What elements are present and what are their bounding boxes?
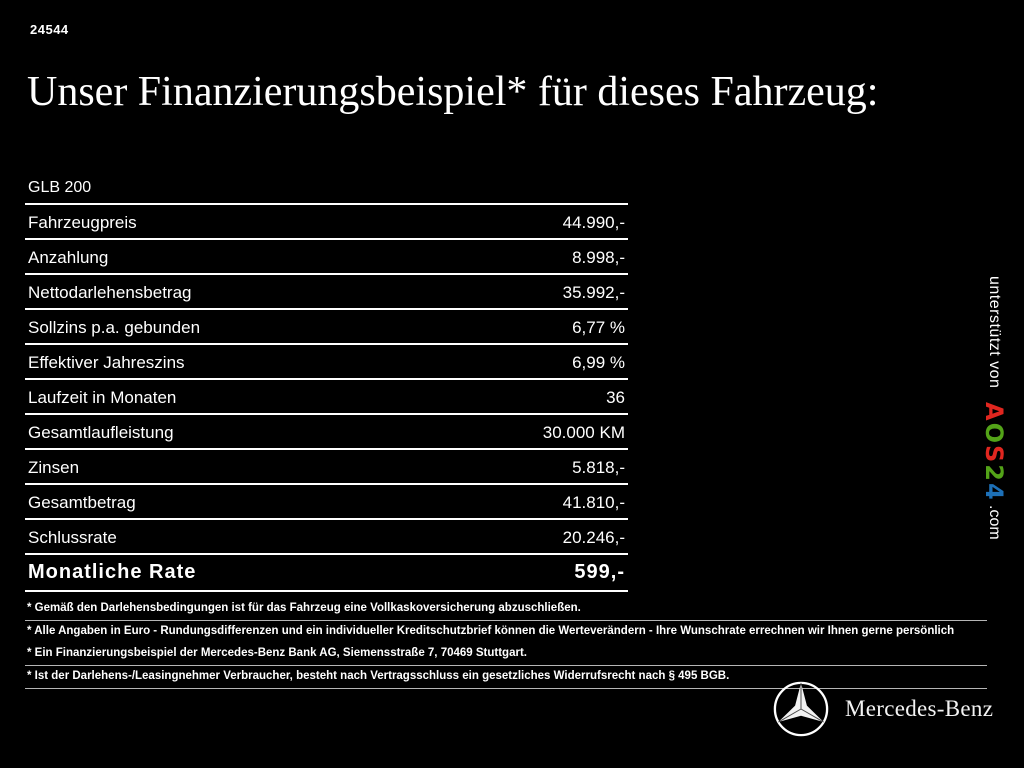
table-row: Anzahlung 8.998,- bbox=[25, 240, 628, 275]
row-value: 30.000 KM bbox=[542, 423, 625, 442]
reference-number: 24544 bbox=[30, 22, 69, 37]
row-label: Sollzins p.a. gebunden bbox=[28, 318, 201, 337]
row-value: 41.810,- bbox=[562, 493, 625, 512]
row-label: Effektiver Jahreszins bbox=[28, 353, 185, 372]
table-row: Zinsen 5.818,- bbox=[25, 450, 628, 485]
aos24-logo: AOS24 bbox=[980, 402, 1008, 502]
row-label: Anzahlung bbox=[28, 248, 109, 267]
table-row: Effektiver Jahreszins 6,99 % bbox=[25, 345, 628, 380]
mercedes-star-icon bbox=[773, 681, 829, 737]
table-row: Fahrzeugpreis 44.990,- bbox=[25, 205, 628, 240]
table-row: Gesamtbetrag 41.810,- bbox=[25, 485, 628, 520]
aos24-letter: S bbox=[980, 445, 1008, 465]
aos24-letter: 2 bbox=[980, 464, 1008, 484]
aos24-letter: A bbox=[980, 402, 1008, 424]
row-label: Gesamtlaufleistung bbox=[28, 423, 174, 442]
monthly-rate-row: Monatliche Rate 599,- bbox=[25, 555, 628, 592]
aos24-letter: O bbox=[980, 423, 1008, 446]
aos24-letter: 4 bbox=[980, 483, 1008, 503]
row-value: 6,77 % bbox=[572, 318, 625, 337]
footnote: * Ein Finanzierungsbeispiel der Mercedes… bbox=[25, 643, 987, 666]
page-title: Unser Finanzierungsbeispiel* für dieses … bbox=[27, 69, 879, 115]
row-label: Schlussrate bbox=[28, 528, 117, 547]
footnote: * Ist der Darlehens-/Leasingnehmer Verbr… bbox=[25, 666, 987, 689]
row-value: 6,99 % bbox=[572, 353, 625, 372]
mercedes-brand-footer: Mercedes-Benz bbox=[772, 680, 993, 738]
row-label: Zinsen bbox=[28, 458, 80, 477]
row-label: Gesamtbetrag bbox=[28, 493, 136, 512]
row-value: 44.990,- bbox=[562, 213, 625, 232]
aos24-domain-suffix: .com bbox=[986, 505, 1003, 540]
row-value: 35.992,- bbox=[562, 283, 625, 302]
vehicle-model-row: GLB 200 bbox=[25, 170, 628, 205]
table-row: Gesamtlaufleistung 30.000 KM bbox=[25, 415, 628, 450]
row-value: 5.818,- bbox=[572, 458, 625, 477]
row-value: 36 bbox=[606, 388, 625, 407]
table-row: Schlussrate 20.246,- bbox=[25, 520, 628, 555]
vertical-brand-strip: unterstützt von AOS24 .com bbox=[980, 276, 1008, 540]
mercedes-wordmark: Mercedes-Benz bbox=[845, 696, 994, 721]
row-label: Laufzeit in Monaten bbox=[28, 388, 177, 407]
footnotes-section: * Gemäß den Darlehensbedingungen ist für… bbox=[25, 598, 987, 689]
supported-by-label: unterstützt von bbox=[986, 276, 1003, 389]
table-row: Nettodarlehensbetrag 35.992,- bbox=[25, 275, 628, 310]
monthly-rate-label: Monatliche Rate bbox=[28, 561, 197, 583]
table-row: Sollzins p.a. gebunden 6,77 % bbox=[25, 310, 628, 345]
vehicle-model-label: GLB 200 bbox=[28, 179, 92, 196]
monthly-rate-value: 599,- bbox=[574, 561, 625, 583]
financing-table: GLB 200 Fahrzeugpreis 44.990,- Anzahlung… bbox=[25, 170, 628, 592]
row-label: Fahrzeugpreis bbox=[28, 213, 137, 232]
row-value: 8.998,- bbox=[572, 248, 625, 267]
footnote: * Gemäß den Darlehensbedingungen ist für… bbox=[25, 598, 987, 621]
table-row: Laufzeit in Monaten 36 bbox=[25, 380, 628, 415]
row-value: 20.246,- bbox=[562, 528, 625, 547]
row-label: Nettodarlehensbetrag bbox=[28, 283, 192, 302]
footnote: * Alle Angaben in Euro - Rundungsdiffere… bbox=[27, 625, 955, 637]
